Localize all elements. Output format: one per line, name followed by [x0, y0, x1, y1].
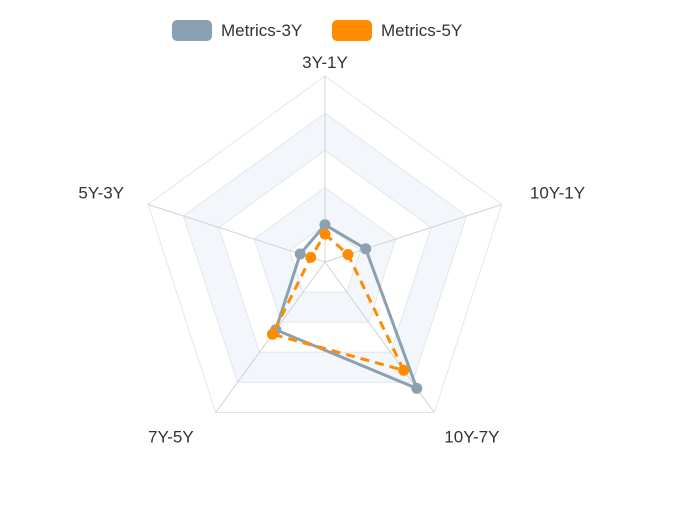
legend[interactable]: Metrics-3Y Metrics-5Y [172, 20, 462, 41]
legend-item-Metrics-3Y[interactable]: Metrics-3Y [172, 20, 302, 41]
split-line-5 [147, 75, 503, 413]
legend-swatch-Metrics-5Y [332, 20, 372, 41]
legend-item-Metrics-5Y[interactable]: Metrics-5Y [332, 20, 462, 41]
split-line-1 [289, 224, 361, 293]
series-line-Metrics-5Y [271, 232, 406, 372]
data-point-Metrics-5Y-10Y-1Y[interactable] [342, 249, 354, 260]
legend-label-Metrics-3Y: Metrics-3Y [221, 21, 302, 40]
data-point-Metrics-5Y-7Y-5Y[interactable] [267, 328, 278, 340]
legend-swatch-Metrics-3Y [172, 20, 212, 41]
indicator-label-3Y-1Y: 3Y-1Y [302, 53, 348, 72]
indicator-label-10Y-1Y: 10Y-1Y [530, 184, 585, 203]
axis-line-10Y-1Y [324, 204, 503, 263]
legend-label-Metrics-5Y: Metrics-5Y [381, 21, 462, 40]
series-layer [267, 219, 423, 394]
data-point-Metrics-5Y-5Y-3Y[interactable] [305, 251, 317, 263]
indicator-label-5Y-3Y: 5Y-3Y [78, 184, 124, 203]
data-point-Metrics-3Y-10Y-1Y[interactable] [360, 243, 372, 255]
data-point-Metrics-5Y-10Y-7Y[interactable] [398, 364, 410, 376]
indicator-label-7Y-5Y: 7Y-5Y [148, 428, 194, 447]
data-point-Metrics-3Y-3Y-1Y[interactable] [319, 219, 331, 231]
data-point-Metrics-3Y-10Y-7Y[interactable] [411, 382, 423, 394]
series-line-Metrics-3Y [274, 223, 419, 390]
split-line-4 [182, 112, 468, 383]
indicator-labels: 3Y-1Y 10Y-1Y 10Y-7Y 7Y-5Y 5Y-3Y [78, 53, 585, 447]
data-point-Metrics-3Y-5Y-3Y[interactable] [294, 248, 306, 260]
data-point-Metrics-5Y-3Y-1Y[interactable] [319, 228, 331, 240]
split-line-3 [218, 149, 432, 353]
indicator-label-10Y-7Y: 10Y-7Y [444, 428, 499, 447]
split-line-2 [253, 186, 397, 323]
split-lines [147, 75, 503, 413]
